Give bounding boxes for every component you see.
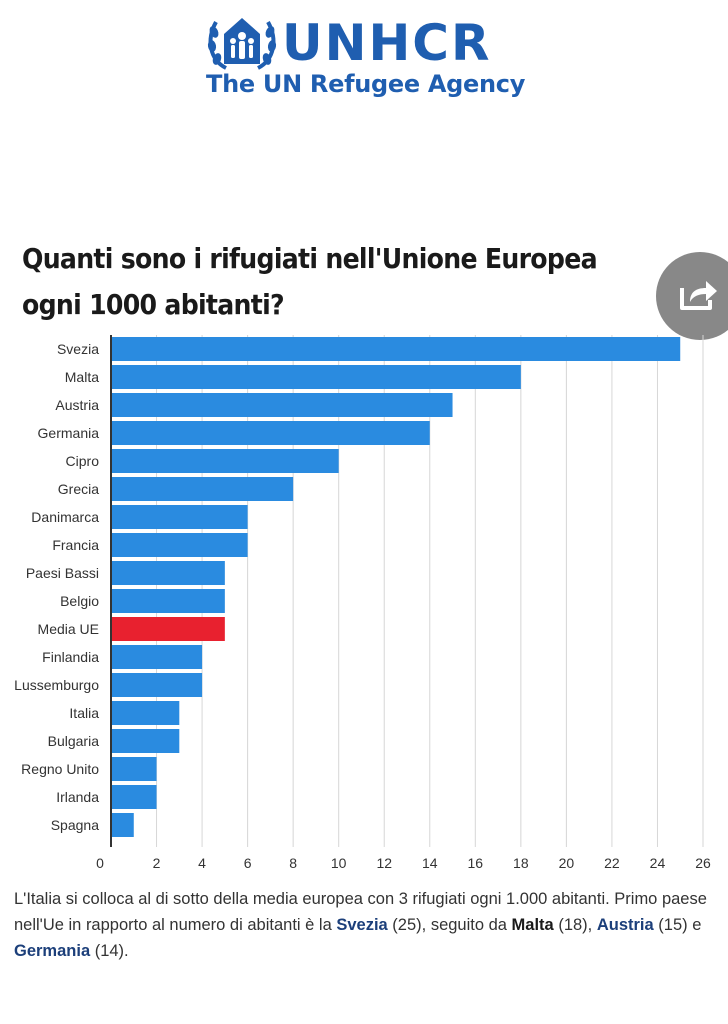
x-tick-label: 0 (96, 855, 104, 870)
share-icon (680, 281, 717, 310)
caption-text-3: (15) e (653, 916, 702, 934)
bar (111, 533, 248, 557)
logo-wordmark: UNHCR (282, 14, 492, 72)
grid-lines (156, 335, 704, 847)
x-tick-label: 6 (244, 855, 252, 870)
x-tick-label: 10 (331, 855, 347, 870)
share-button[interactable] (656, 252, 728, 340)
x-tick-label: 14 (422, 855, 438, 870)
bar (111, 393, 453, 417)
caption-intro: L'Italia si colloca al di sotto della me… (14, 890, 707, 934)
caption-text-1: (25), seguito da (387, 916, 512, 934)
category-label: Lussemburgo (14, 677, 99, 693)
bar (111, 673, 203, 697)
unhcr-logo: UNHCR The UN Refugee Agency (204, 14, 526, 106)
category-label: Finlandia (42, 649, 99, 665)
bar (111, 785, 157, 809)
x-tick-label: 16 (468, 855, 484, 870)
refugees-bar-chart: Svezia Malta Austria Germania Cipro Grecia Dan… (14, 335, 711, 870)
category-label: Danimarca (31, 509, 99, 525)
category-label: Francia (52, 537, 99, 553)
category-label: Regno Unito (21, 761, 99, 777)
x-tick-label: 4 (198, 855, 206, 870)
bar (111, 645, 203, 669)
bar (111, 701, 180, 725)
x-tick-label: 12 (376, 855, 392, 870)
unhcr-emblem-icon (207, 18, 277, 70)
caption-country-1[interactable]: Svezia (336, 916, 388, 934)
caption-country-4[interactable]: Germania (14, 942, 91, 960)
bar (111, 729, 180, 753)
category-label: Svezia (57, 341, 99, 357)
category-label: Media UE (38, 621, 99, 637)
category-label: Bulgaria (48, 733, 100, 749)
x-tick-label: 20 (559, 855, 575, 870)
caption-text-2: (18), (553, 916, 597, 934)
bars (111, 337, 681, 837)
bar (111, 561, 225, 585)
bar (111, 589, 225, 613)
category-label: Grecia (58, 481, 99, 497)
bar (111, 337, 681, 361)
bar (111, 365, 521, 389)
bar (111, 421, 430, 445)
x-tick-labels: 0 2 4 6 8 10 12 14 16 18 20 22 24 26 (96, 855, 711, 870)
caption-country-3[interactable]: Austria (596, 916, 654, 934)
chart-caption: L'Italia si colloca al di sotto della me… (14, 886, 714, 964)
category-label: Spagna (51, 817, 99, 833)
caption-text-4: (14). (90, 942, 129, 960)
category-label: Malta (65, 369, 99, 385)
category-label: Austria (55, 397, 99, 413)
chart-title: Quanti sono i rifugiati nell'Unione Euro… (22, 242, 598, 321)
x-tick-label: 2 (153, 855, 161, 870)
category-label: Belgio (60, 593, 99, 609)
bar (111, 757, 157, 781)
category-label: Italia (69, 705, 99, 721)
category-label: Irlanda (56, 789, 99, 805)
x-tick-label: 24 (650, 855, 666, 870)
bar-highlight (111, 617, 225, 641)
category-label: Germania (38, 425, 100, 441)
x-tick-label: 18 (513, 855, 529, 870)
category-labels: Svezia Malta Austria Germania Cipro Grecia Dan… (14, 341, 99, 833)
caption-country-2: Malta (511, 916, 554, 934)
x-tick-label: 8 (289, 855, 297, 870)
logo-subtitle: The UN Refugee Agency (206, 70, 526, 98)
category-label: Paesi Bassi (26, 565, 99, 581)
x-tick-label: 22 (604, 855, 620, 870)
bar (111, 505, 248, 529)
bar (111, 813, 134, 837)
bar (111, 477, 294, 501)
bar (111, 449, 339, 473)
x-tick-label: 26 (695, 855, 711, 870)
category-label: Cipro (66, 453, 100, 469)
